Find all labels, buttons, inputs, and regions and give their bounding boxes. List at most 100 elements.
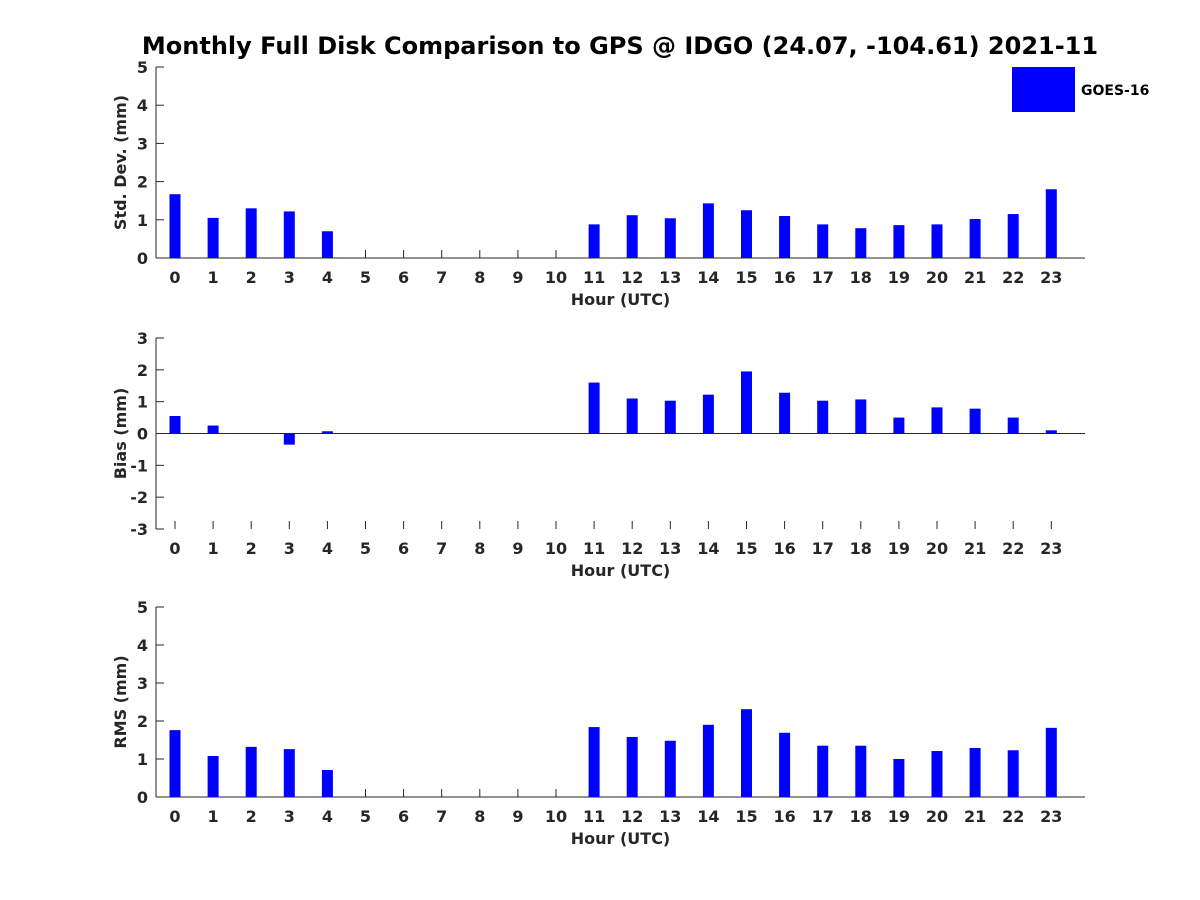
x-tick-label: 4 <box>322 268 333 287</box>
x-tick-label: 3 <box>284 807 295 826</box>
bar-hour-22 <box>1007 750 1019 797</box>
x-tick-label: 3 <box>284 539 295 558</box>
bar-hour-23 <box>1045 189 1057 258</box>
x-tick-label: 2 <box>246 539 257 558</box>
x-tick-label: 21 <box>964 268 986 287</box>
bar-hour-1 <box>207 425 219 434</box>
x-tick-label: 13 <box>659 539 681 558</box>
x-tick-label: 15 <box>735 268 757 287</box>
bar-hour-12 <box>626 398 638 434</box>
x-tick-label: 19 <box>888 539 910 558</box>
bar-hour-12 <box>626 736 638 797</box>
bar-hour-14 <box>702 394 714 434</box>
x-tick-label: 20 <box>926 539 948 558</box>
bar-hour-20 <box>931 407 943 434</box>
bar-hour-21 <box>969 219 981 258</box>
legend-swatch <box>1012 67 1075 112</box>
x-tick-label: 6 <box>398 268 409 287</box>
x-tick-label: 17 <box>812 539 834 558</box>
x-tick-label: 0 <box>169 268 180 287</box>
y-tick-label: 2 <box>137 173 148 192</box>
x-tick-label: 23 <box>1040 539 1062 558</box>
x-tick-label: 19 <box>888 807 910 826</box>
x-tick-label: 5 <box>360 539 371 558</box>
bar-hour-4 <box>321 770 333 797</box>
x-tick-label: 18 <box>850 268 872 287</box>
x-tick-label: 10 <box>545 807 567 826</box>
x-tick-label: 1 <box>208 539 219 558</box>
bar-hour-15 <box>741 210 752 258</box>
y-tick-label: 2 <box>137 712 148 731</box>
x-tick-label: 8 <box>474 268 485 287</box>
x-tick-label: 3 <box>284 268 295 287</box>
bar-hour-15 <box>741 371 752 434</box>
bar-hour-16 <box>779 392 791 434</box>
y-tick-label: 1 <box>137 211 148 230</box>
bar-hour-1 <box>207 217 219 258</box>
y-axis-label: RMS (mm) <box>111 655 130 748</box>
x-tick-label: 9 <box>512 807 523 826</box>
x-tick-label: 4 <box>322 807 333 826</box>
x-tick-label: 7 <box>436 539 447 558</box>
bar-hour-18 <box>855 228 867 258</box>
y-tick-label: 0 <box>137 249 148 268</box>
x-tick-label: 5 <box>360 807 371 826</box>
bar-hour-19 <box>893 417 905 434</box>
y-tick-label: 2 <box>137 361 148 380</box>
y-tick-label: 1 <box>137 393 148 412</box>
x-tick-label: 6 <box>398 807 409 826</box>
bar-hour-1 <box>207 755 219 797</box>
x-axis-label: Hour (UTC) <box>571 561 671 580</box>
x-tick-label: 1 <box>208 268 219 287</box>
y-tick-label: 5 <box>137 598 148 617</box>
bar-hour-13 <box>664 218 676 258</box>
x-tick-label: 12 <box>621 807 643 826</box>
y-tick-label: 5 <box>137 58 148 77</box>
bar-hour-14 <box>702 724 714 797</box>
x-tick-label: 11 <box>583 539 605 558</box>
bar-hour-17 <box>817 224 829 258</box>
x-tick-label: 19 <box>888 268 910 287</box>
bar-hour-23 <box>1045 727 1057 797</box>
y-tick-label: 3 <box>137 674 148 693</box>
legend-label: GOES-16 <box>1081 83 1149 99</box>
x-tick-label: 13 <box>659 268 681 287</box>
bar-hour-16 <box>779 215 791 258</box>
x-tick-label: 23 <box>1040 268 1062 287</box>
x-tick-label: 11 <box>583 807 605 826</box>
bar-hour-0 <box>169 194 181 258</box>
x-tick-label: 13 <box>659 807 681 826</box>
x-tick-label: 21 <box>964 807 986 826</box>
bar-hour-12 <box>626 215 638 258</box>
bar-hour-11 <box>588 224 600 258</box>
x-tick-label: 7 <box>436 807 447 826</box>
y-tick-label: 4 <box>137 636 148 655</box>
x-tick-label: 22 <box>1002 268 1024 287</box>
x-tick-label: 11 <box>583 268 605 287</box>
bar-hour-15 <box>741 709 752 797</box>
bar-hour-0 <box>169 730 181 797</box>
x-tick-label: 12 <box>621 268 643 287</box>
x-tick-label: 9 <box>512 268 523 287</box>
bar-hour-19 <box>893 225 905 258</box>
y-axis-label: Bias (mm) <box>111 388 130 480</box>
x-tick-label: 14 <box>697 268 719 287</box>
x-tick-label: 10 <box>545 268 567 287</box>
y-tick-label: -1 <box>130 456 148 475</box>
bar-hour-18 <box>855 745 867 797</box>
bar-hour-18 <box>855 399 867 434</box>
x-tick-label: 17 <box>812 268 834 287</box>
bar-hour-22 <box>1007 417 1019 434</box>
x-tick-label: 0 <box>169 807 180 826</box>
bar-hour-14 <box>702 203 714 258</box>
x-axis-label: Hour (UTC) <box>571 290 671 309</box>
x-tick-label: 17 <box>812 807 834 826</box>
x-tick-label: 7 <box>436 268 447 287</box>
bar-hour-3 <box>283 749 295 797</box>
x-tick-label: 18 <box>850 807 872 826</box>
x-tick-label: 16 <box>773 807 795 826</box>
bar-hour-23 <box>1045 430 1057 434</box>
